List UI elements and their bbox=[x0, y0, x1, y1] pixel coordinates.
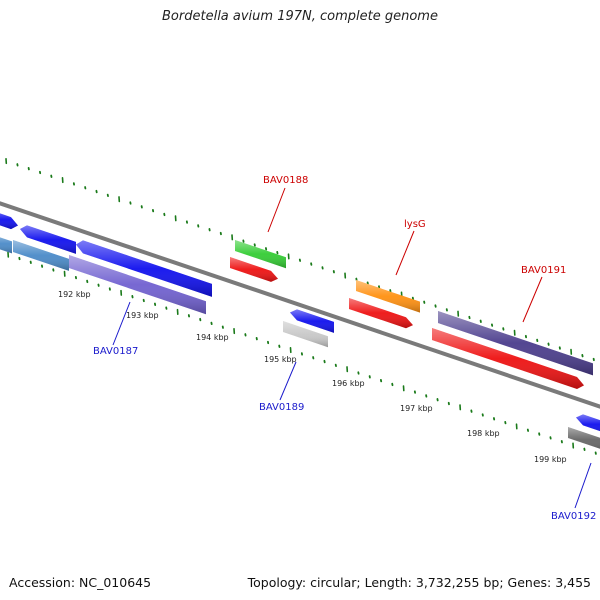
callout-line bbox=[395, 230, 415, 276]
accession-text: Accession: NC_010645 bbox=[9, 575, 152, 590]
gene-bar-bav0186a bbox=[20, 225, 76, 254]
gene-bar-red-2 bbox=[349, 298, 413, 329]
gene-label: BAV0191 bbox=[521, 265, 566, 276]
gene-bar-bav0186b bbox=[76, 240, 212, 297]
gene-bar-left-edge bbox=[0, 213, 18, 230]
kbp-tick-label: 192 kbp bbox=[58, 290, 91, 299]
gene-bar-bav0188 bbox=[235, 240, 286, 269]
gene-bar-red-2-shading bbox=[349, 298, 413, 329]
gene-label: BAV0189 bbox=[259, 402, 304, 413]
gene-bar-lysg-shading bbox=[356, 280, 420, 313]
gene-bar-red-1-shading bbox=[230, 257, 278, 282]
gene-bar-bav0186b-shading bbox=[76, 240, 212, 297]
gene-label: BAV0192 bbox=[551, 511, 596, 522]
gene-label: lysG bbox=[404, 219, 426, 230]
genome-backbone bbox=[0, 201, 600, 409]
reverse-tick-track bbox=[7, 251, 597, 455]
gene-bar-edge-steel bbox=[0, 237, 12, 254]
gene-bar-bav0189-shading bbox=[283, 321, 328, 348]
kbp-tick-labels: 192 kbp 193 kbp 194 kbp 195 kbp 196 kbp 197 k… bbox=[58, 290, 567, 464]
genome-title: Bordetella avium 197N, complete genome bbox=[162, 9, 438, 24]
gene-bar-bav0192a bbox=[576, 414, 600, 432]
gene-bar-bav0189a-shading bbox=[290, 309, 334, 333]
gene-bar-bav0192a-shading bbox=[576, 414, 600, 432]
gene-bar-bav0188-shading bbox=[235, 240, 286, 269]
gene-bar-bav0191 bbox=[438, 311, 593, 376]
gene-bar-bav0191-shading bbox=[438, 311, 593, 376]
forward-tick-track bbox=[5, 157, 595, 362]
kbp-tick-label: 197 kbp bbox=[400, 404, 433, 413]
callout-line bbox=[279, 361, 297, 401]
kbp-tick-label: 196 kbp bbox=[332, 379, 365, 388]
kbp-tick-label: 195 kbp bbox=[264, 355, 297, 364]
gene-bar-red-3 bbox=[432, 328, 584, 389]
gene-features bbox=[0, 213, 600, 449]
gene-label: BAV0188 bbox=[263, 175, 308, 186]
callout-line bbox=[574, 462, 592, 509]
gene-bar-lysg bbox=[356, 280, 420, 313]
gene-bar-bav0189 bbox=[283, 321, 328, 348]
gene-bar-steel bbox=[13, 240, 69, 271]
gene-bar-edge-steel-shading bbox=[0, 237, 12, 254]
kbp-tick-label: 198 kbp bbox=[467, 429, 500, 438]
callout-line bbox=[267, 187, 286, 233]
gene-bar-bav0192-shading bbox=[568, 427, 600, 449]
gene-bar-red-1 bbox=[230, 257, 278, 282]
gene-bar-left-edge-shading bbox=[0, 213, 18, 230]
gene-callouts: BAV0188 lysG BAV0191 BAV0187 BAV0189 BAV0192 bbox=[93, 175, 596, 522]
gene-bar-bav0189a bbox=[290, 309, 334, 333]
gene-bar-bav0186a-shading bbox=[20, 225, 76, 254]
callout-line bbox=[522, 276, 543, 323]
gene-bar-red-3-shading bbox=[432, 328, 584, 389]
kbp-tick-label: 193 kbp bbox=[126, 311, 159, 320]
gene-bar-bav0192 bbox=[568, 427, 600, 449]
gene-bar-bav0187-shading bbox=[69, 255, 206, 315]
gene-label: BAV0187 bbox=[93, 346, 138, 357]
kbp-tick-label: 199 kbp bbox=[534, 455, 567, 464]
callout-line bbox=[112, 301, 131, 346]
kbp-tick-label: 194 kbp bbox=[196, 333, 229, 342]
topology-text: Topology: circular; Length: 3,732,255 bp… bbox=[247, 575, 591, 590]
gene-bar-bav0187 bbox=[69, 255, 206, 315]
gene-bar-steel-shading bbox=[13, 240, 69, 271]
